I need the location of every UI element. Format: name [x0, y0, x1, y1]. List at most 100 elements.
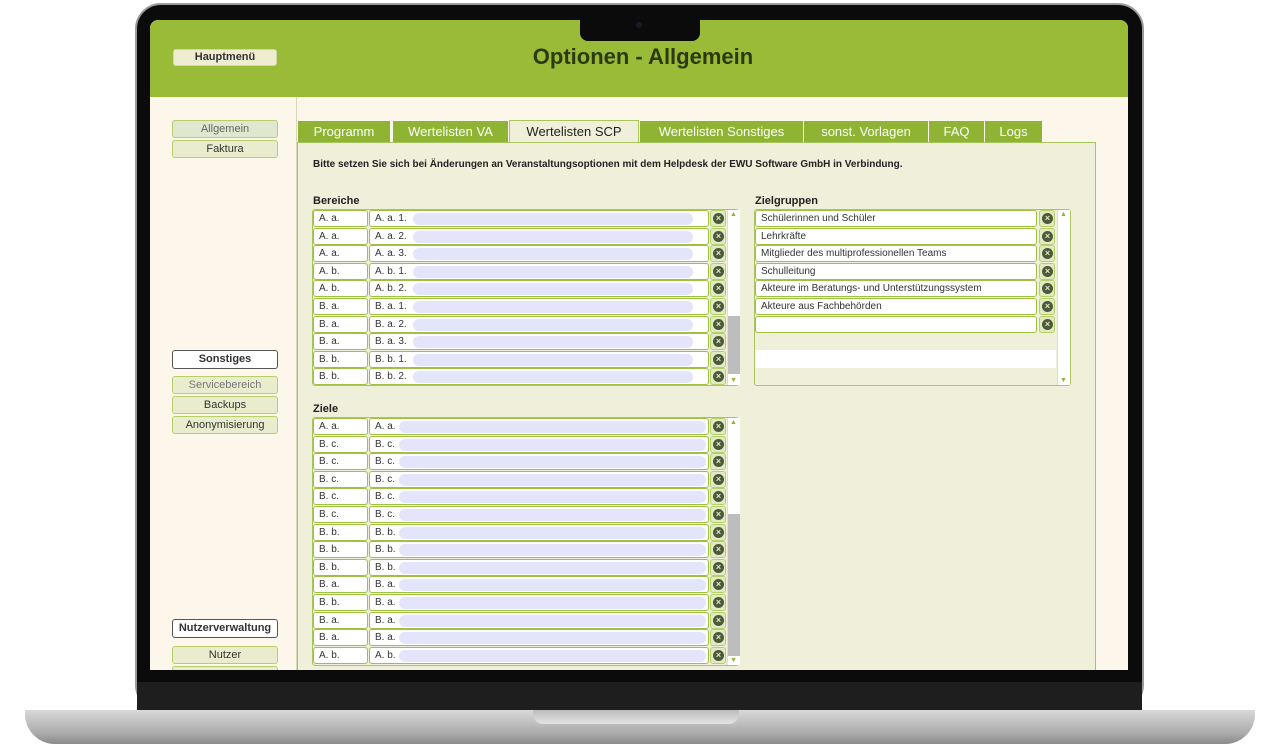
value-field[interactable]: B. a. [369, 629, 709, 647]
remove-button[interactable]: × [710, 435, 726, 453]
value-field[interactable]: B. a. [369, 611, 709, 629]
scrollbar[interactable]: ▲ ▼ [1057, 210, 1070, 385]
tab-programm[interactable]: Programm [297, 121, 390, 142]
value-field[interactable]: B. a. 1. [369, 298, 709, 315]
value-field[interactable]: B. c. [369, 453, 709, 471]
remove-button[interactable]: × [710, 453, 726, 471]
category-field[interactable]: B. a. [313, 611, 368, 629]
scroll-up-icon[interactable]: ▲ [1060, 211, 1067, 218]
tab-wertelisten-sonstiges[interactable]: Wertelisten Sonstiges [639, 121, 803, 142]
zielgruppe-field[interactable]: Akteure aus Fachbehörden [755, 298, 1037, 315]
remove-button[interactable]: × [710, 298, 726, 315]
value-field[interactable]: A. a. 3. [369, 245, 709, 263]
remove-button[interactable]: × [710, 611, 726, 629]
category-field[interactable]: B. b. [313, 541, 368, 559]
category-field[interactable]: B. b. [313, 594, 368, 611]
remove-button[interactable]: × [1039, 210, 1055, 227]
sidebar-item-faktura[interactable]: Faktura [172, 140, 278, 158]
category-field[interactable]: B. c. [313, 506, 368, 523]
category-field[interactable]: B. b. [313, 368, 368, 386]
remove-button[interactable]: × [710, 558, 726, 576]
sidebar-item-nutzer[interactable]: Nutzer [172, 646, 278, 664]
remove-button[interactable]: × [1039, 315, 1055, 333]
value-field[interactable]: B. c. [369, 488, 709, 506]
scroll-up-icon[interactable]: ▲ [730, 419, 737, 426]
sidebar-item-anonymisierung[interactable]: Anonymisierung [172, 416, 278, 434]
value-field[interactable]: B. a. [369, 594, 709, 611]
category-field[interactable]: A. a. [313, 245, 368, 263]
remove-button[interactable]: × [710, 333, 726, 351]
category-field[interactable]: A. a. [313, 227, 368, 245]
remove-button[interactable]: × [710, 245, 726, 263]
scroll-down-icon[interactable]: ▼ [1060, 377, 1067, 384]
remove-button[interactable]: × [1039, 227, 1055, 245]
remove-button[interactable]: × [1039, 280, 1055, 298]
category-field[interactable]: B. a. [313, 315, 368, 333]
remove-button[interactable]: × [710, 350, 726, 368]
zielgruppe-field[interactable]: Akteure im Beratungs- und Unterstützungs… [755, 280, 1037, 298]
main-menu-button[interactable]: Hauptmenü [173, 49, 277, 66]
remove-button[interactable]: × [1039, 262, 1055, 280]
zielgruppe-field[interactable]: Schülerinnen und Schüler [755, 210, 1037, 227]
value-field[interactable]: A. b. 2. [369, 280, 709, 298]
remove-button[interactable]: × [710, 315, 726, 333]
scroll-down-icon[interactable]: ▼ [730, 657, 737, 664]
sidebar-item-backups[interactable]: Backups [172, 396, 278, 414]
remove-button[interactable]: × [710, 646, 726, 664]
remove-button[interactable]: × [710, 262, 726, 280]
category-field[interactable]: A. b. [313, 646, 368, 664]
remove-button[interactable]: × [1039, 245, 1055, 263]
category-field[interactable]: B. a. [313, 298, 368, 315]
tab-wertelisten-va[interactable]: Wertelisten VA [392, 121, 508, 142]
tab-logs[interactable]: Logs [984, 121, 1042, 142]
zielgruppe-field[interactable]: Mitglieder des multiprofessionellen Team… [755, 245, 1037, 263]
remove-button[interactable]: × [710, 488, 726, 506]
remove-button[interactable]: × [710, 210, 726, 227]
remove-button[interactable]: × [710, 629, 726, 647]
remove-button[interactable]: × [710, 576, 726, 594]
value-field[interactable]: B. c. [369, 435, 709, 453]
value-field[interactable]: A. b. 1. [369, 262, 709, 280]
remove-button[interactable]: × [710, 368, 726, 386]
remove-button[interactable]: × [710, 470, 726, 488]
tab-wertelisten-scp[interactable]: Wertelisten SCP [509, 120, 639, 142]
category-field[interactable]: B. c. [313, 453, 368, 471]
category-field[interactable]: B. a. [313, 333, 368, 351]
value-field[interactable]: A. a. [369, 418, 709, 435]
sidebar-item-allgemein[interactable]: Allgemein [172, 120, 278, 138]
value-field[interactable]: B. b. 1. [369, 350, 709, 368]
remove-button[interactable]: × [710, 506, 726, 523]
remove-button[interactable]: × [710, 227, 726, 245]
value-field[interactable]: A. a. 1. [369, 210, 709, 227]
remove-button[interactable]: × [710, 418, 726, 435]
scrollbar[interactable]: ▲ ▼ [727, 418, 740, 665]
value-field[interactable]: B. c. [369, 506, 709, 523]
value-field[interactable]: B. b. 2. [369, 368, 709, 386]
value-field[interactable]: B. b. [369, 541, 709, 559]
category-field[interactable]: B. b. [313, 558, 368, 576]
value-field[interactable]: B. c. [369, 470, 709, 488]
category-field[interactable]: B. c. [313, 470, 368, 488]
scrollbar-thumb[interactable] [728, 514, 740, 656]
remove-button[interactable]: × [1039, 298, 1055, 315]
category-field[interactable]: B. b. [313, 523, 368, 541]
value-field[interactable]: A. a. 2. [369, 227, 709, 245]
sidebar-item-more[interactable] [172, 666, 278, 670]
category-field[interactable]: A. a. [313, 210, 368, 227]
category-field[interactable]: B. a. [313, 576, 368, 594]
value-field[interactable]: B. b. [369, 558, 709, 576]
remove-button[interactable]: × [710, 594, 726, 611]
zielgruppe-field[interactable]: Lehrkräfte [755, 227, 1037, 245]
category-field[interactable]: B. a. [313, 629, 368, 647]
value-field[interactable]: B. a. 3. [369, 333, 709, 351]
scroll-down-icon[interactable]: ▼ [730, 377, 737, 384]
scrollbar-thumb[interactable] [728, 316, 740, 374]
value-field[interactable]: B. a. 2. [369, 315, 709, 333]
value-field[interactable]: A. b. [369, 646, 709, 664]
category-field[interactable]: B. c. [313, 435, 368, 453]
category-field[interactable]: A. b. [313, 280, 368, 298]
zielgruppe-field[interactable]: Schulleitung [755, 262, 1037, 280]
remove-button[interactable]: × [710, 523, 726, 541]
remove-button[interactable]: × [710, 541, 726, 559]
value-field[interactable]: B. b. [369, 523, 709, 541]
